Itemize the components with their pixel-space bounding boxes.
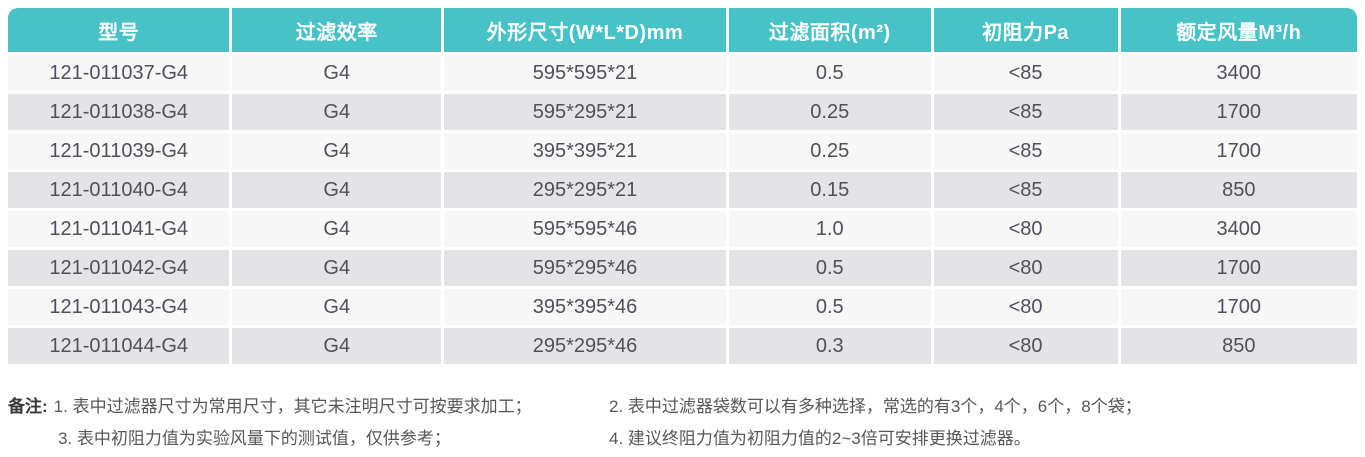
table-cell: 121-011042-G4 [8, 250, 230, 286]
table-cell: <85 [933, 94, 1118, 130]
table-row: 121-011040-G4 G4 295*295*21 0.15 <85 850 [8, 172, 1357, 208]
table-cell: 3400 [1120, 55, 1357, 91]
table-cell: G4 [232, 172, 442, 208]
note-line-2: 2. 表中过滤器袋数可以有多种选择，常选的有3个，4个，6个，8个袋； [609, 391, 1357, 423]
table-cell: 121-011041-G4 [8, 211, 230, 247]
notes-section: 备注: 1. 表中过滤器尺寸为常用尺寸，其它未注明尺寸可按要求加工； 3. 表中初… [8, 391, 1357, 455]
notes-left-column: 备注: 1. 表中过滤器尺寸为常用尺寸，其它未注明尺寸可按要求加工； 3. 表中初… [8, 391, 609, 455]
table-row: 121-011042-G4 G4 595*295*46 0.5 <80 1700 [8, 250, 1357, 286]
table-cell: 1700 [1120, 133, 1357, 169]
table-cell: 595*595*21 [444, 55, 726, 91]
column-header: 过滤面积(m²) [728, 8, 931, 52]
table-cell: 1700 [1120, 250, 1357, 286]
table-cell: 595*595*46 [444, 211, 726, 247]
table-cell: 295*295*21 [444, 172, 726, 208]
table-cell: 0.5 [728, 250, 931, 286]
table-cell: 1700 [1120, 94, 1357, 130]
note-line-1: 备注: 1. 表中过滤器尺寸为常用尺寸，其它未注明尺寸可按要求加工； [8, 391, 609, 423]
table-cell: 0.5 [728, 55, 931, 91]
table-cell: G4 [232, 250, 442, 286]
notes-right-column: 2. 表中过滤器袋数可以有多种选择，常选的有3个，4个，6个，8个袋； 4. 建… [609, 391, 1357, 455]
table-cell: 595*295*21 [444, 94, 726, 130]
table-cell: 121-011044-G4 [8, 328, 230, 364]
table-row: 121-011037-G4 G4 595*595*21 0.5 <85 3400 [8, 55, 1357, 91]
table-cell: <85 [933, 133, 1118, 169]
table-cell: 395*395*21 [444, 133, 726, 169]
table-cell: 850 [1120, 172, 1357, 208]
table-cell: 0.25 [728, 133, 931, 169]
table-cell: <80 [933, 328, 1118, 364]
table-cell: 595*295*46 [444, 250, 726, 286]
table-cell: <80 [933, 289, 1118, 325]
table-cell: <80 [933, 211, 1118, 247]
note-item-1: 1. 表中过滤器尺寸为常用尺寸，其它未注明尺寸可按要求加工； [53, 397, 532, 416]
table-cell: G4 [232, 328, 442, 364]
table-cell: 121-011037-G4 [8, 55, 230, 91]
table-row: 121-011038-G4 G4 595*295*21 0.25 <85 1700 [8, 94, 1357, 130]
column-header: 额定风量M³/h [1120, 8, 1357, 52]
note-item-4: 4. 建议终阻力值为初阻力值的2~3倍可安排更换过滤器。 [609, 429, 1031, 448]
table-cell: <85 [933, 172, 1118, 208]
column-header: 初阻力Pa [933, 8, 1118, 52]
table-cell: <80 [933, 250, 1118, 286]
note-item-3: 3. 表中初阻力值为实验风量下的测试值，仅供参考； [58, 429, 451, 448]
table-cell: G4 [232, 94, 442, 130]
header-row: 型号 过滤效率 外形尺寸(W*L*D)mm 过滤面积(m²) 初阻力Pa 额定风量M³/h [8, 8, 1357, 52]
notes-label: 备注: [8, 397, 48, 416]
table-cell: 121-011039-G4 [8, 133, 230, 169]
table-cell: 0.3 [728, 328, 931, 364]
note-item-2: 2. 表中过滤器袋数可以有多种选择，常选的有3个，4个，6个，8个袋； [609, 397, 1142, 416]
note-line-4: 4. 建议终阻力值为初阻力值的2~3倍可安排更换过滤器。 [609, 423, 1357, 455]
column-header: 型号 [8, 8, 230, 52]
table-cell: 0.25 [728, 94, 931, 130]
column-header: 过滤效率 [232, 8, 442, 52]
table-row: 121-011041-G4 G4 595*595*46 1.0 <80 3400 [8, 211, 1357, 247]
table-row: 121-011044-G4 G4 295*295*46 0.3 <80 850 [8, 328, 1357, 364]
table-cell: G4 [232, 55, 442, 91]
table-cell: 121-011040-G4 [8, 172, 230, 208]
filter-spec-table-wrapper: 型号 过滤效率 外形尺寸(W*L*D)mm 过滤面积(m²) 初阻力Pa 额定风量M³/h… [8, 8, 1357, 364]
table-cell: G4 [232, 211, 442, 247]
table-cell: G4 [232, 289, 442, 325]
table-cell: 1.0 [728, 211, 931, 247]
table-cell: 121-011038-G4 [8, 94, 230, 130]
table-cell: <85 [933, 55, 1118, 91]
table-cell: 1700 [1120, 289, 1357, 325]
table-row: 121-011043-G4 G4 395*395*46 0.5 <80 1700 [8, 289, 1357, 325]
filter-spec-table: 型号 过滤效率 外形尺寸(W*L*D)mm 过滤面积(m²) 初阻力Pa 额定风量M³/h… [8, 8, 1357, 364]
table-cell: 3400 [1120, 211, 1357, 247]
table-cell: 295*295*46 [444, 328, 726, 364]
column-header: 外形尺寸(W*L*D)mm [444, 8, 726, 52]
table-cell: 395*395*46 [444, 289, 726, 325]
table-cell: 121-011043-G4 [8, 289, 230, 325]
table-row: 121-011039-G4 G4 395*395*21 0.25 <85 1700 [8, 133, 1357, 169]
table-cell: 0.5 [728, 289, 931, 325]
table-cell: G4 [232, 133, 442, 169]
note-line-3: 3. 表中初阻力值为实验风量下的测试值，仅供参考； [8, 423, 609, 455]
table-cell: 850 [1120, 328, 1357, 364]
table-cell: 0.15 [728, 172, 931, 208]
